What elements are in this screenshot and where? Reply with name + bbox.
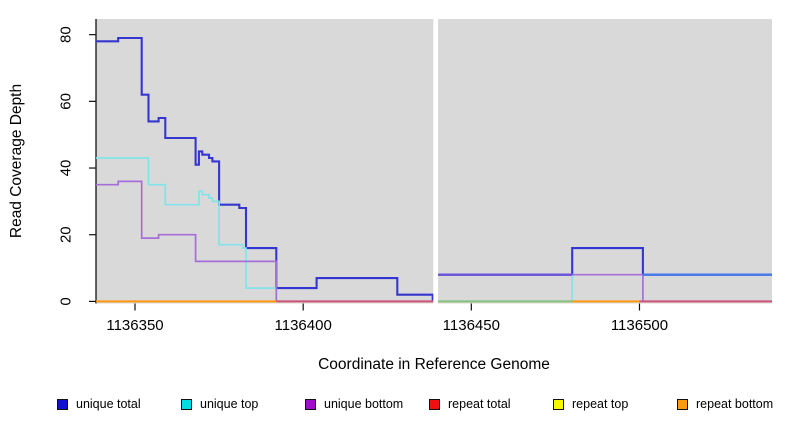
series-group <box>96 36 772 303</box>
x-axis-title: Coordinate in Reference Genome <box>318 356 550 373</box>
y-axis-title: Read Coverage Depth <box>8 83 25 239</box>
legend-swatch-repeat-top <box>553 398 564 410</box>
legend-item-repeat-total: repeat total <box>423 397 547 411</box>
legend-label: unique top <box>200 397 259 411</box>
series-unique-total-line-left <box>96 36 435 303</box>
legend-label: repeat total <box>448 397 511 411</box>
x-tick-label: 1136350 <box>106 317 163 334</box>
legend-label: unique total <box>76 397 141 411</box>
coverage-chart: 0 20 40 60 80 1136350 1136400 1136450 1136500 <box>58 18 772 334</box>
y-tick-label: 0 <box>58 297 75 305</box>
series-unique-top-line-left <box>96 157 435 303</box>
legend-item-unique-top: unique top <box>175 397 299 411</box>
x-tick-label: 1136450 <box>443 317 500 334</box>
legend-item-repeat-bottom: repeat bottom <box>671 397 792 411</box>
legend-swatch-unique-bottom <box>305 398 316 410</box>
legend-swatch-unique-total <box>57 398 68 410</box>
legend-swatch-repeat-bottom <box>677 398 688 410</box>
legend-label: repeat bottom <box>696 397 774 411</box>
legend-label: repeat top <box>572 397 629 411</box>
legend-item-unique-total: unique total <box>51 397 175 411</box>
legend-item-unique-bottom: unique bottom <box>299 397 423 411</box>
coverage-gap-band <box>433 18 439 305</box>
legend-item-repeat-top: repeat top <box>547 397 671 411</box>
y-tick-label: 40 <box>58 160 75 177</box>
x-tick-label: 1136400 <box>275 317 332 334</box>
legend-swatch-repeat-total <box>429 398 440 410</box>
legend-swatch-unique-top <box>181 398 192 410</box>
y-tick-label: 80 <box>58 26 75 43</box>
legend-label: unique bottom <box>324 397 404 411</box>
series-unique-bottom-line-left <box>96 180 435 303</box>
y-tick-label: 20 <box>58 226 75 243</box>
y-tick-label: 60 <box>58 93 75 110</box>
chart-legend: unique total unique top unique bottom repea… <box>51 397 792 411</box>
x-tick-label: 1136500 <box>611 317 668 334</box>
